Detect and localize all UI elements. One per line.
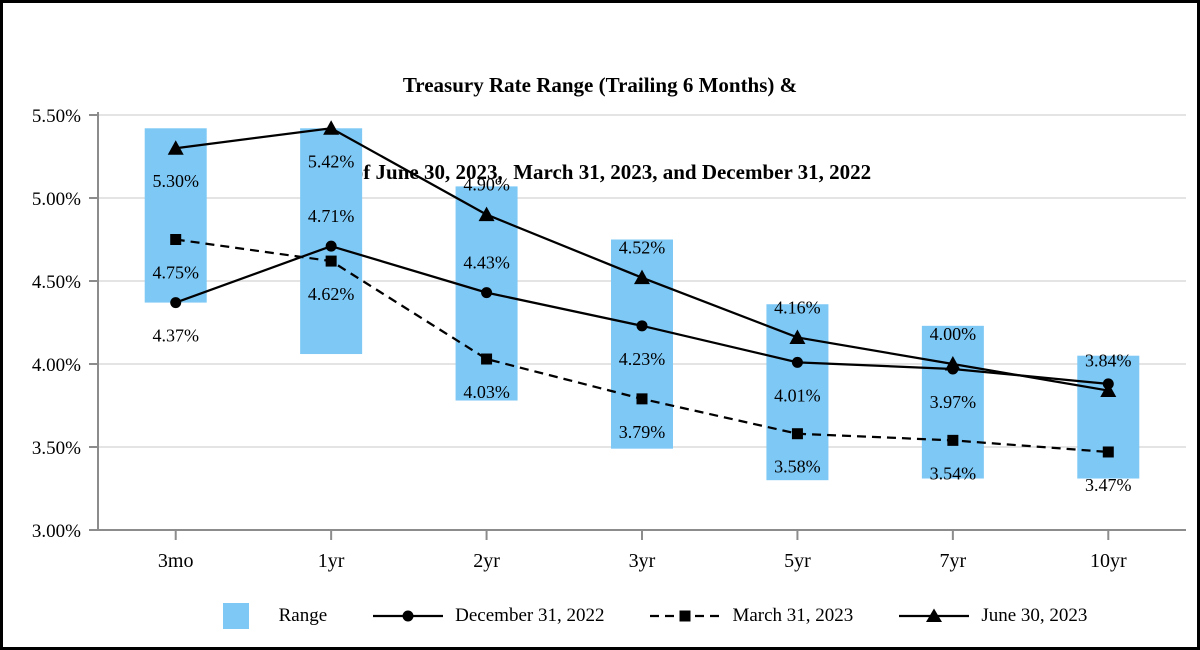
data-label-march-31-2023-10yr: 3.47% <box>1085 475 1132 495</box>
x-tick-label-2yr: 2yr <box>473 550 500 572</box>
marker-triangle-june-30-2023-10yr <box>1100 382 1117 398</box>
legend-label-range: Range <box>278 605 328 626</box>
range-bar-7yr <box>921 325 984 479</box>
y-tick-label-4-00: 4.00% <box>32 355 81 376</box>
marker-circle-december-31-2022-3yr <box>636 320 648 332</box>
marker-circle-december-31-2022-5yr <box>791 356 803 368</box>
data-label-march-31-2023-2yr: 4.03% <box>463 382 510 402</box>
legend-item-march-31-2023: March 31, 2023 <box>650 605 853 627</box>
marker-triangle-june-30-2023-2yr <box>478 206 495 222</box>
solid-line-circle-marker-sample <box>373 610 444 622</box>
data-label-june-30-2023-1yr: 5.42% <box>308 151 355 171</box>
data-label-march-31-2023-3mo: 4.75% <box>152 263 199 283</box>
y-tick-label-3-00: 3.00% <box>32 521 81 542</box>
range-bar-10yr <box>1077 355 1140 479</box>
marker-square-march-31-2023-1yr <box>325 255 337 267</box>
dashed-line-square-marker-sample <box>650 610 721 622</box>
x-tick-label-5yr: 5yr <box>784 550 811 572</box>
marker-circle-december-31-2022-1yr <box>325 240 337 252</box>
data-label-june-30-2023-3mo: 5.30% <box>152 171 199 191</box>
marker-square-march-31-2023-5yr <box>791 428 803 440</box>
data-label-june-30-2023-7yr: 4.00% <box>930 324 977 344</box>
marker-triangle-june-30-2023-7yr <box>944 356 961 371</box>
chart-title-line1: Treasury Rate Range (Trailing 6 Months) … <box>402 73 798 97</box>
data-label-june-30-2023-2yr: 4.90% <box>463 175 510 195</box>
data-label-june-30-2023-10yr: 3.84% <box>1085 351 1132 371</box>
data-label-december-31-2022-1yr: 4.71% <box>308 206 355 226</box>
marker-triangle-june-30-2023-1yr <box>323 120 340 135</box>
marker-triangle-june-30-2023-5yr <box>789 329 806 344</box>
data-label-june-30-2023-5yr: 4.16% <box>774 297 821 317</box>
data-label-december-31-2022-5yr: 4.01% <box>774 385 821 405</box>
x-tick-label-7yr: 7yr <box>940 550 967 572</box>
legend-item-june-30-2023: June 30, 2023 <box>899 605 1087 627</box>
data-label-march-31-2023-1yr: 4.62% <box>308 284 355 304</box>
legend-label-december-31-2022: December 31, 2022 <box>455 605 605 626</box>
marker-square-march-31-2023-3yr <box>636 393 648 405</box>
range-swatch <box>222 603 249 629</box>
x-tick-label-3yr: 3yr <box>629 550 656 572</box>
data-label-march-31-2023-3yr: 3.79% <box>619 422 666 442</box>
legend-item-december-31-2022: December 31, 2022 <box>373 605 604 627</box>
data-label-december-31-2022-7yr: 3.97% <box>930 392 977 412</box>
y-tick-label-3-50: 3.50% <box>32 438 81 459</box>
data-label-march-31-2023-7yr: 3.54% <box>930 463 977 483</box>
data-label-june-30-2023-3yr: 4.52% <box>619 238 666 258</box>
marker-circle-december-31-2022-3mo <box>170 297 182 309</box>
y-tick-label-5-50: 5.50% <box>32 106 81 127</box>
data-label-december-31-2022-3yr: 4.23% <box>619 349 666 369</box>
marker-triangle-june-30-2023-3yr <box>634 269 650 285</box>
marker-square-march-31-2023-7yr <box>947 434 959 446</box>
plot-area: 5.50% 5.00% 4.50% 4.00% 3.50% 3.00% 3mo 1yr 2yr 3… <box>32 106 1186 572</box>
legend: Range December 31, 2022 March 31, 2023 J… <box>3 594 1197 638</box>
marker-square-march-31-2023-10yr <box>1102 446 1114 458</box>
marker-circle-december-31-2022-2yr <box>481 287 493 299</box>
legend-label-june-30-2023: June 30, 2023 <box>981 605 1088 626</box>
y-tick-label-4-50: 4.50% <box>32 272 81 293</box>
data-label-december-31-2022-2yr: 4.43% <box>463 253 510 273</box>
x-tick-label-1yr: 1yr <box>318 550 345 572</box>
x-tick-label-3mo: 3mo <box>158 550 194 572</box>
y-tick-label-5-00: 5.00% <box>32 189 81 210</box>
data-label-december-31-2022-3mo: 4.37% <box>152 326 199 346</box>
x-tick-label-10yr: 10yr <box>1090 550 1127 572</box>
range-bar-3mo <box>144 128 207 303</box>
marker-square-march-31-2023-2yr <box>481 353 493 365</box>
legend-label-march-31-2023: March 31, 2023 <box>732 605 854 626</box>
marker-square-march-31-2023-3mo <box>170 234 182 245</box>
data-label-march-31-2023-5yr: 3.58% <box>774 457 821 477</box>
marker-triangle-june-30-2023-3mo <box>167 140 184 155</box>
legend-item-range: Range <box>222 603 328 629</box>
solid-line-triangle-marker-sample <box>899 608 970 622</box>
